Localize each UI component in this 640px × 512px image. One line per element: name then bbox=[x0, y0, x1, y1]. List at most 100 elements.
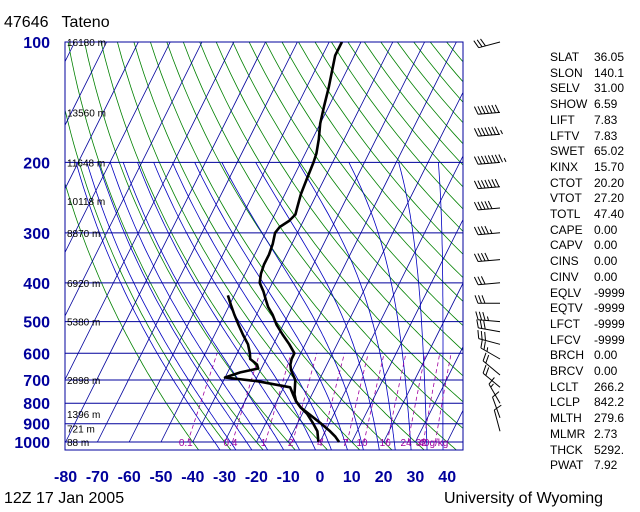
wind-barb-flag bbox=[494, 104, 500, 113]
wind-barb bbox=[476, 319, 501, 333]
mixing-ratio-label: 32 bbox=[416, 438, 428, 449]
wind-barb-flag bbox=[484, 127, 489, 136]
index-row-mlth: MLTH 279.6 bbox=[550, 411, 636, 427]
wind-barb-shaft bbox=[478, 282, 501, 286]
index-value: 2.73 bbox=[594, 426, 618, 441]
temperature-tick-label: 20 bbox=[375, 469, 393, 486]
wind-barb-shaft bbox=[478, 161, 501, 165]
pressure-tick-label: 800 bbox=[23, 396, 50, 413]
index-value: 31.00 bbox=[594, 81, 625, 96]
index-key: LIFT bbox=[550, 112, 575, 127]
wind-barb-flag bbox=[473, 253, 479, 262]
wind-barb-half-flag bbox=[486, 347, 489, 352]
moist-adiabat bbox=[86, 162, 237, 450]
mixing-ratio-label: 2 bbox=[288, 438, 294, 449]
index-key: SELV bbox=[550, 81, 580, 96]
wind-barb-half-flag bbox=[500, 129, 503, 135]
isotherm bbox=[160, 42, 362, 443]
wind-barb-flag bbox=[477, 226, 483, 235]
pressure-tick-label: 400 bbox=[23, 276, 50, 293]
isotherm bbox=[65, 42, 171, 254]
index-value: 65.02 bbox=[594, 144, 625, 159]
index-value: -9999 bbox=[594, 316, 625, 331]
pressure-tick-label: 600 bbox=[23, 346, 50, 363]
index-key: LFCV bbox=[550, 332, 581, 347]
wind-barb-flag bbox=[494, 154, 500, 163]
temperature-tick-label: 0 bbox=[316, 469, 325, 486]
dewpoint-profile bbox=[223, 295, 320, 443]
index-row-lclp: LCLP 842.2 bbox=[550, 395, 636, 411]
wind-barb-flag bbox=[476, 39, 483, 48]
wind-barb-flag bbox=[474, 295, 479, 304]
wind-barb-shaft bbox=[478, 41, 501, 49]
height-label: 88 m bbox=[67, 438, 89, 449]
index-value: 140.1 bbox=[594, 65, 625, 80]
wind-barb bbox=[473, 104, 501, 115]
wind-barb-flag bbox=[487, 126, 493, 136]
dry-adiabat bbox=[215, 42, 463, 377]
wind-barb bbox=[475, 311, 501, 323]
isotherm bbox=[65, 42, 139, 190]
mixing-ratio-line bbox=[292, 353, 318, 443]
index-row-slon: SLON 140.1 bbox=[550, 66, 636, 82]
index-key: EQLV bbox=[550, 285, 582, 300]
moist-adiabat bbox=[348, 162, 412, 450]
index-value: 0.00 bbox=[594, 238, 618, 253]
wind-barb-flag bbox=[477, 330, 480, 339]
mixing-ratio-line bbox=[386, 353, 407, 443]
moist-adiabat bbox=[97, 162, 253, 450]
index-key: SLAT bbox=[550, 50, 580, 64]
wind-barb-flag bbox=[480, 201, 486, 210]
pressure-tick-label: 300 bbox=[23, 226, 50, 243]
wind-barb-flag bbox=[475, 311, 479, 320]
index-value: 279.6 bbox=[594, 411, 625, 426]
index-value: 842.2 bbox=[594, 395, 625, 410]
mixing-ratio-line bbox=[265, 353, 292, 443]
index-row-cinv: CINV 0.00 bbox=[550, 270, 636, 286]
dry-adiabat bbox=[331, 42, 463, 210]
dry-adiabat bbox=[150, 42, 425, 450]
mixing-ratio-label: 24 bbox=[401, 438, 413, 449]
isotherm bbox=[256, 42, 457, 443]
wind-barb-flag bbox=[479, 320, 483, 329]
wind-barb-flag bbox=[482, 364, 487, 374]
index-key: PWAT bbox=[550, 458, 584, 473]
wind-barb-flag bbox=[480, 180, 486, 189]
wind-barb bbox=[473, 126, 503, 137]
wind-barb-flag bbox=[484, 155, 489, 164]
wind-barb-flag bbox=[477, 201, 483, 210]
dry-adiabat bbox=[67, 42, 264, 450]
temperature-tick-label: -70 bbox=[86, 469, 109, 486]
isotherm bbox=[383, 282, 463, 443]
wind-barb-flag bbox=[477, 180, 483, 189]
observation-time: 12Z 17 Jan 2005 bbox=[4, 490, 125, 507]
station-header: 47646 Tateno bbox=[4, 14, 110, 32]
index-key: BRCH bbox=[550, 348, 585, 363]
temperature-tick-label: -30 bbox=[213, 469, 236, 486]
temperature-tick-label: -10 bbox=[277, 469, 300, 486]
height-label: 1396 m bbox=[67, 410, 100, 421]
index-row-eqtv: EQTV -9999 bbox=[550, 301, 636, 317]
wind-barb-flag bbox=[480, 38, 486, 47]
index-row-capv: CAPV 0.00 bbox=[550, 238, 636, 254]
index-value: 20.20 bbox=[594, 175, 625, 190]
index-value: -9999 bbox=[594, 285, 625, 300]
station-name: Tateno bbox=[61, 14, 110, 31]
wind-barb bbox=[482, 352, 501, 376]
wind-barb-flag bbox=[484, 105, 489, 114]
wind-barb-flag bbox=[476, 319, 479, 328]
wind-barb-shaft bbox=[478, 338, 501, 345]
plot-border bbox=[64, 41, 464, 451]
index-row-cins: CINS 0.00 bbox=[550, 254, 636, 270]
wind-barb-flag bbox=[478, 295, 482, 304]
wind-barb-shaft bbox=[492, 396, 501, 418]
wind-barb-shaft bbox=[480, 347, 501, 360]
wind-barb-shaft bbox=[482, 360, 501, 376]
index-key: LCLP bbox=[550, 395, 581, 410]
wind-barb-flag bbox=[477, 156, 483, 165]
wind-barb-flag bbox=[494, 404, 502, 411]
dry-adiabat bbox=[117, 42, 361, 450]
index-key: MLTH bbox=[550, 411, 582, 426]
wind-barb-flag bbox=[498, 154, 503, 163]
index-key: SLON bbox=[550, 65, 583, 80]
